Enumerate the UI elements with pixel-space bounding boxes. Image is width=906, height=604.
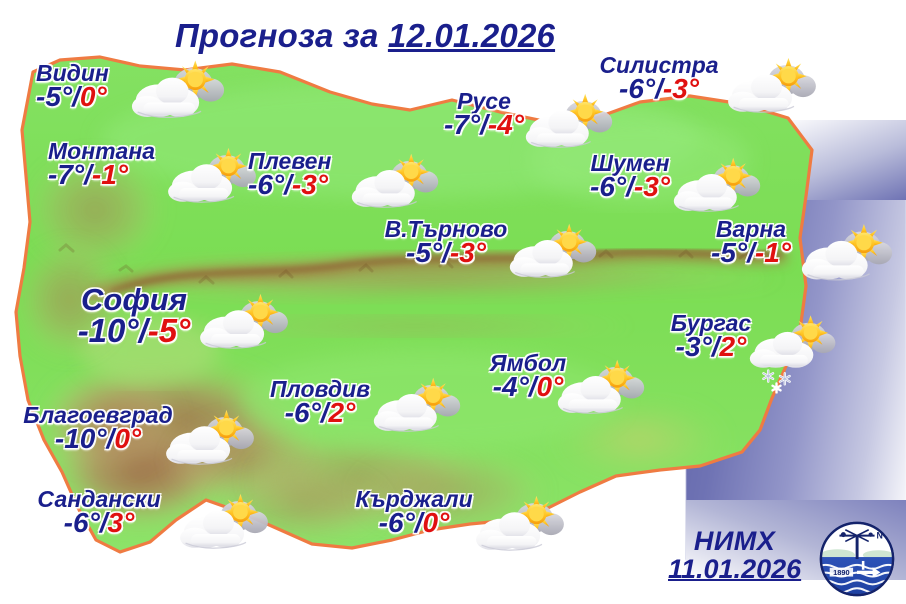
city-temps: -10°/-5°: [77, 311, 191, 349]
city-temps: -6°/0°: [378, 507, 450, 539]
logo-year: 1890: [833, 568, 849, 577]
city-label-blagoevgrad[interactable]: Благоевград -10°/0°: [10, 402, 186, 455]
partly-cloudy-icon: [474, 494, 566, 558]
city-name: В.Търново: [384, 216, 508, 242]
page-title: Прогноза за 12.01.2026: [175, 17, 555, 55]
city-label-silistra[interactable]: Силистра -6°/-3°: [592, 52, 726, 105]
city-temps: -5°/0°: [36, 81, 107, 113]
city-label-varna[interactable]: Варна -5°/-1°: [694, 216, 808, 269]
city-label-pleven[interactable]: Плевен -6°/-3°: [248, 148, 332, 201]
partly-cloudy-icon: [372, 376, 462, 439]
city-name: Монтана: [48, 138, 156, 164]
city-name: Русе: [457, 88, 511, 114]
city-temps: -7°/-1°: [48, 159, 128, 191]
partly-cloudy-icon: [508, 222, 598, 285]
partly-cloudy-icon: [198, 292, 290, 356]
logo-compass-letter: N: [877, 531, 883, 541]
city-name: Кърджали: [355, 486, 473, 512]
city-label-burgas[interactable]: Бургас -3°/2°: [650, 310, 772, 363]
city-label-sofia[interactable]: София -10°/-5°: [60, 284, 208, 347]
city-name: Ямбол: [489, 350, 567, 376]
partly-cloudy-icon: [350, 152, 440, 215]
city-name: Плевен: [248, 148, 332, 174]
partly-cloudy-icon: [556, 358, 646, 421]
city-temps: -4°/0°: [492, 371, 564, 403]
city-name: Шумен: [590, 150, 670, 176]
partly-cloudy-icon: [130, 58, 226, 126]
issue-date: 11.01.2026: [668, 554, 802, 584]
agency-name: НИМХ: [693, 526, 776, 556]
nimh-logo-icon: N 1890: [819, 521, 895, 597]
city-temps: -7°/-4°: [444, 109, 524, 141]
city-temps: -3°/2°: [675, 331, 747, 363]
city-name: Варна: [715, 216, 787, 242]
city-temps: -6°/2°: [284, 397, 356, 429]
city-temps: -5°/-3°: [406, 237, 486, 269]
city-temps: -6°/-3°: [248, 169, 328, 201]
city-label-vidin[interactable]: Видин -5°/0°: [36, 60, 109, 113]
city-name: София: [81, 282, 187, 317]
city-name: Силистра: [599, 52, 719, 78]
snow-shower-icon: [748, 314, 840, 394]
city-temps: -6°/-3°: [590, 171, 670, 203]
footer-agency-block: НИМХ 11.01.2026: [668, 526, 802, 584]
partly-cloudy-icon: [178, 492, 270, 556]
partly-cloudy-icon: [164, 408, 256, 472]
city-label-montana[interactable]: Монтана -7°/-1°: [48, 138, 156, 191]
city-label-plovdiv[interactable]: Пловдив -6°/2°: [258, 376, 382, 429]
partly-cloudy-icon: [800, 222, 894, 288]
city-label-shumen[interactable]: Шумен -6°/-3°: [572, 150, 688, 203]
city-temps: -6°/3°: [63, 507, 135, 539]
city-label-veliko-tarnovo[interactable]: В.Търново -5°/-3°: [372, 216, 520, 269]
title-forecast-date: 12.01.2026: [387, 17, 556, 54]
city-label-sandanski[interactable]: Сандански -6°/3°: [24, 486, 174, 539]
city-temps: -6°/-3°: [619, 73, 699, 105]
city-name: Пловдив: [269, 376, 371, 402]
title-prefix: Прогноза за: [175, 17, 379, 54]
city-label-ruse[interactable]: Русе -7°/-4°: [434, 88, 534, 141]
city-name: Сандански: [37, 486, 161, 512]
city-temps: -5°/-1°: [711, 237, 791, 269]
partly-cloudy-icon: [166, 146, 258, 210]
city-name: Бургас: [670, 310, 752, 336]
city-name: Благоевград: [23, 402, 173, 428]
partly-cloudy-icon: [672, 156, 762, 219]
city-label-kardzhali[interactable]: Кърджали -6°/0°: [344, 486, 484, 539]
city-label-yambol[interactable]: Ямбол -4°/0°: [472, 350, 584, 403]
city-name: Видин: [36, 60, 109, 86]
partly-cloudy-icon: [726, 56, 818, 120]
city-temps: -10°/0°: [54, 423, 142, 455]
